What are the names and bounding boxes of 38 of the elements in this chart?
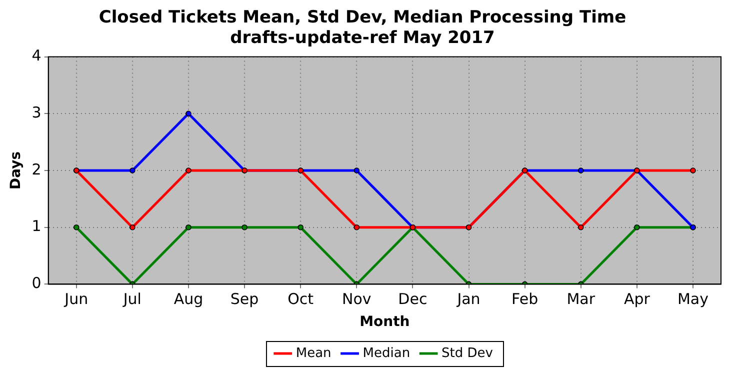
point	[130, 168, 136, 174]
x-tick-label: Apr	[624, 290, 651, 308]
x-tick-label: Oct	[288, 290, 314, 308]
y-tick-label: 2	[32, 160, 42, 178]
point	[242, 224, 248, 230]
y-tick-label: 0	[32, 274, 42, 292]
x-tick-label: May	[677, 290, 709, 308]
point	[186, 224, 192, 230]
x-axis-title: Month	[360, 314, 410, 330]
point	[130, 224, 136, 230]
point	[186, 168, 192, 174]
chart-title: Closed Tickets Mean, Std Dev, Median Processing Time	[98, 8, 626, 28]
legend-label: Median	[362, 346, 410, 361]
point	[578, 224, 584, 230]
x-tick-label: Jan	[456, 290, 480, 308]
x-tick-label: Jul	[122, 290, 142, 308]
chart-subtitle: drafts-update-ref May 2017	[230, 28, 495, 48]
point	[298, 224, 304, 230]
x-tick-label: Dec	[398, 290, 428, 308]
point	[578, 168, 584, 174]
point	[354, 224, 360, 230]
legend-label: Mean	[296, 346, 332, 361]
y-tick-label: 1	[32, 217, 42, 236]
y-tick-label: 4	[32, 46, 42, 65]
x-tick-label: Aug	[174, 290, 204, 308]
legend-label: Std Dev	[442, 346, 494, 361]
y-tick-label: 3	[32, 104, 42, 122]
x-tick-label: Mar	[566, 290, 596, 308]
point	[690, 168, 696, 174]
x-tick-label: Sep	[230, 290, 259, 308]
point	[354, 168, 360, 174]
x-tick-label: Feb	[512, 290, 538, 308]
point	[634, 224, 640, 230]
point	[73, 224, 80, 230]
y-axis-title: Days	[8, 151, 24, 190]
x-tick-label: Jun	[64, 290, 88, 308]
point	[186, 110, 192, 117]
x-tick-label: Nov	[342, 290, 372, 308]
